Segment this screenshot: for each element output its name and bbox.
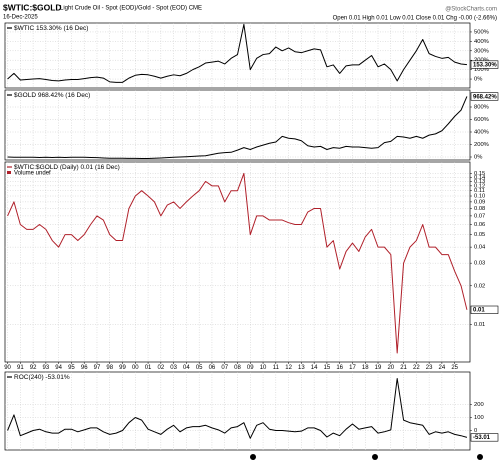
source: @StockCharts.com xyxy=(445,7,497,13)
last-value-label: -53.01 xyxy=(473,435,491,441)
price-line xyxy=(7,172,468,354)
price-line xyxy=(7,96,468,160)
y-tick-label: 800% xyxy=(474,105,489,111)
x-tick-label: 04 xyxy=(183,365,190,371)
y-tick-label: 0.04 xyxy=(474,245,486,251)
y-tick-label: 0 xyxy=(474,428,477,434)
x-tick-label: 03 xyxy=(170,365,177,371)
x-tick-label: 07 xyxy=(221,365,228,371)
x-tick-label: 00 xyxy=(132,365,139,371)
x-tick-label: 15 xyxy=(324,365,331,371)
x-tick-label: 92 xyxy=(30,365,37,371)
y-tick-label: 0.08 xyxy=(474,206,485,212)
x-tick-label: 94 xyxy=(55,365,62,371)
y-tick-label: 0.09 xyxy=(474,199,485,205)
x-tick-label: 09 xyxy=(247,365,254,371)
panel-title: $WTIC:$GOLD (Daily) 0.01 (16 Dec) xyxy=(14,164,120,171)
last-value-label: 0.01 xyxy=(473,308,485,314)
y-tick-label: 0.07 xyxy=(474,213,485,219)
date: 16-Dec-2025 xyxy=(3,15,38,21)
x-tick-label: 22 xyxy=(413,365,420,371)
last-value-label: 968.42% xyxy=(473,94,497,100)
x-tick-label: 10 xyxy=(260,365,267,371)
y-tick-label: 0% xyxy=(474,155,482,161)
y-tick-label: 0.12 xyxy=(474,183,485,189)
x-tick-label: 01 xyxy=(145,365,152,371)
y-tick-label: 300% xyxy=(474,48,489,54)
y-tick-label: 0.05 xyxy=(474,232,485,238)
y-tick-label: 0.15 xyxy=(474,171,485,177)
x-tick-label: 24 xyxy=(439,365,446,371)
last-value-tag xyxy=(470,92,499,101)
panel-title: $GOLD 968.42% (16 Dec) xyxy=(14,92,90,99)
x-tick-label: 20 xyxy=(387,365,394,371)
x-tick-label: 12 xyxy=(285,365,292,371)
last-value-tag xyxy=(470,305,499,314)
x-tick-label: 08 xyxy=(234,365,241,371)
x-tick-label: 16 xyxy=(336,365,343,371)
symbol: $WTIC:$GOLD xyxy=(3,2,62,12)
x-tick-label: 97 xyxy=(94,365,101,371)
x-tick-label: 91 xyxy=(17,365,24,371)
y-tick-label: 0.03 xyxy=(474,261,485,267)
y-tick-label: 200% xyxy=(474,142,489,148)
y-tick-label: 0.01 xyxy=(474,322,485,328)
x-tick-label: 95 xyxy=(68,365,75,371)
description: Light Crude Oil - Spot (EOD)/Gold - Spot… xyxy=(60,6,202,12)
x-tick-label: 05 xyxy=(196,365,203,371)
y-tick-label: 0% xyxy=(474,77,482,83)
price-line xyxy=(7,378,468,439)
x-tick-label: 96 xyxy=(81,365,88,371)
dot xyxy=(477,454,483,460)
y-tick-label: 0.11 xyxy=(474,188,485,194)
x-tick-label: 17 xyxy=(349,365,356,371)
quote: Open 0.01 High 0.01 Low 0.01 Close 0.01 … xyxy=(333,16,497,22)
x-tick-label: 06 xyxy=(209,365,216,371)
legend-label: Volume undef xyxy=(14,170,51,176)
x-tick-label: 93 xyxy=(43,365,50,371)
x-tick-label: 25 xyxy=(451,365,458,371)
x-tick-label: 99 xyxy=(119,365,126,371)
x-tick-label: 19 xyxy=(375,365,382,371)
last-value-tag xyxy=(470,60,499,69)
y-tick-label: 0.02 xyxy=(474,283,485,289)
x-tick-label: 21 xyxy=(400,365,407,371)
y-tick-label: 600% xyxy=(474,117,489,123)
y-tick-label: 500% xyxy=(474,29,489,35)
panel-title: $WTIC 153.30% (16 Dec) xyxy=(14,25,88,32)
x-tick-label: 98 xyxy=(106,365,113,371)
x-tick-label: 11 xyxy=(273,365,280,371)
x-tick-label: 02 xyxy=(158,365,165,371)
y-tick-label: 0.10 xyxy=(474,194,485,200)
x-tick-label: 90 xyxy=(4,365,11,371)
y-tick-label: 400% xyxy=(474,39,489,45)
x-tick-label: 18 xyxy=(362,365,369,371)
y-tick-label: 200 xyxy=(474,402,484,408)
y-tick-label: 100 xyxy=(474,415,484,421)
y-tick-label: 100% xyxy=(474,67,489,73)
dot xyxy=(250,454,256,460)
panel-title: ROC(240) -53.01% xyxy=(14,374,70,381)
x-tick-label: 13 xyxy=(298,365,305,371)
dot xyxy=(372,454,378,460)
last-value-tag xyxy=(470,433,499,442)
last-value-label: 153.30% xyxy=(473,62,497,68)
y-tick-label: 0.06 xyxy=(474,222,485,228)
y-tick-label: 400% xyxy=(474,130,489,136)
x-tick-label: 23 xyxy=(426,365,433,371)
x-tick-label: 14 xyxy=(311,365,318,371)
y-tick-label: 0.13 xyxy=(474,179,485,185)
legend-swatch xyxy=(7,171,11,174)
price-line xyxy=(7,23,467,83)
y-tick-label: 0.14 xyxy=(474,175,486,181)
